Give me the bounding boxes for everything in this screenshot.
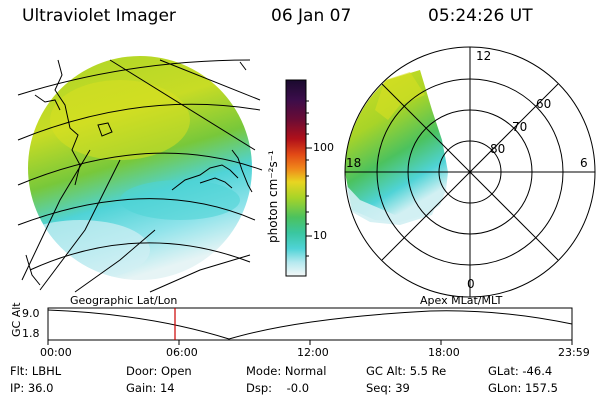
mlat-label-70: 70 [512, 120, 528, 134]
ip-info: IP: 36.0 [10, 381, 54, 395]
colorbar-unit-label: photon cm⁻²s⁻¹ [266, 150, 280, 243]
seq-info: Seq: 39 [366, 381, 410, 395]
colorbar-tick-10: 10 [313, 229, 327, 242]
gain-info: Gain: 14 [126, 381, 175, 395]
observation-time: 05:24:26 UT [428, 6, 533, 26]
glat-info: GLat: -46.4 [488, 364, 553, 378]
mode-info: Mode: Normal [246, 364, 327, 378]
mlat-label-60: 60 [536, 97, 552, 111]
mlt-label-12: 12 [476, 49, 492, 63]
left-caption: Geographic Lat/Lon [70, 294, 178, 307]
glon-info: GLon: 157.5 [488, 381, 558, 395]
colorbar-tick-100: 100 [313, 141, 334, 154]
mlat-label-80: 80 [490, 142, 506, 156]
xtick-0600: 06:00 [166, 346, 198, 359]
mlt-label-18: 18 [346, 156, 362, 170]
instrument-title: Ultraviolet Imager [22, 6, 176, 26]
mlt-label-6: 6 [580, 156, 588, 170]
filter-info: Flt: LBHL [10, 364, 62, 378]
gc-alt-info: GC Alt: 5.5 Re [366, 364, 447, 378]
right-caption: Apex MLat/MLT [420, 294, 503, 307]
mlt-label-0: 0 [467, 277, 475, 291]
xtick-1800: 18:00 [428, 346, 460, 359]
xtick-1200: 12:00 [297, 346, 329, 359]
timeline-ytick-1-8: 1.8 [22, 327, 40, 340]
observation-date: 06 Jan 07 [271, 6, 352, 26]
timeline-ytick-9: 9.0 [22, 307, 40, 320]
xtick-0000: 00:00 [40, 346, 72, 359]
door-info: Door: Open [126, 364, 192, 378]
dsp-info: Dsp: -0.0 [246, 381, 310, 395]
xtick-2359: 23:59 [558, 346, 590, 359]
